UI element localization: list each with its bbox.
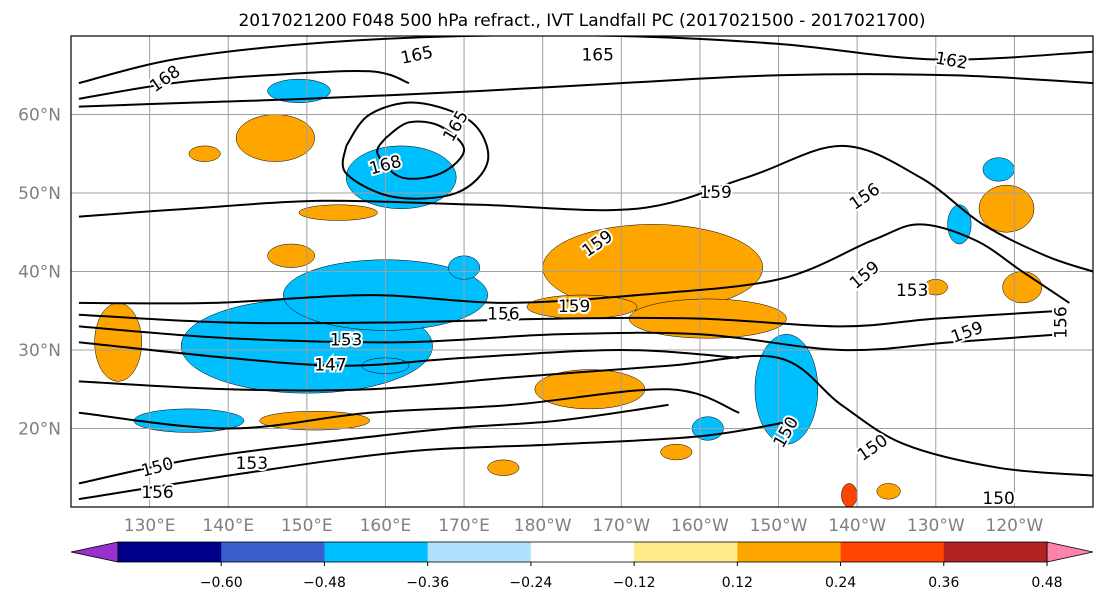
chart-title: 2017021200 F048 500 hPa refract., IVT La… — [238, 11, 925, 31]
contour-line-147-9 — [78, 341, 740, 367]
shaded-region-32 — [978, 184, 1035, 233]
contour-line-153-7 — [78, 309, 1062, 328]
contour-label-2: 162 — [934, 48, 969, 73]
map-frame — [70, 35, 1094, 508]
shaded-region-23 — [534, 369, 646, 410]
shaded-region-36 — [660, 443, 693, 461]
contour-line-159-5 — [78, 144, 1093, 273]
contour-label-12: 156 — [1052, 306, 1072, 338]
lat-tick-label-1: 50°N — [18, 184, 61, 204]
shaded-region-25 — [235, 114, 315, 162]
contour-label-6: 159 — [699, 183, 731, 203]
lon-tick-label-1: 140°E — [202, 516, 254, 536]
shaded-region-34 — [841, 483, 858, 507]
colorbar-tick-label-6: 0.24 — [825, 575, 856, 591]
lon-tick-label-0: 130°E — [124, 516, 176, 536]
colorbar-tick-label-5: 0.12 — [722, 575, 753, 591]
contour-line-153-11 — [78, 388, 740, 430]
lon-tick-label-9: 140°W — [828, 516, 886, 536]
colorbar-segment-4 — [427, 542, 532, 562]
contour-label-14: 159 — [558, 297, 590, 317]
contour-label-13: 156 — [487, 305, 519, 325]
contour-line-165-4 — [341, 101, 490, 200]
lon-tick-label-5: 180°W — [514, 516, 572, 536]
colorbar-frame — [117, 541, 1048, 563]
contour-line-150-8 — [78, 325, 1062, 352]
colorbar-tick-label-7: 0.36 — [928, 575, 959, 591]
shaded-region-13 — [754, 334, 819, 445]
lon-tick-label-2: 150°E — [281, 516, 333, 536]
contour-line-150-10 — [78, 354, 1093, 477]
shaded-region-16 — [947, 204, 972, 245]
lon-tick-label-7: 160°W — [671, 516, 729, 536]
shaded-region-26 — [94, 302, 143, 382]
shaded-region-28 — [298, 204, 378, 221]
colorbar-tick-label-0: −0.60 — [200, 575, 243, 591]
latitude-labels: 60°N 50°N 40°N 30°N 20°N — [18, 106, 61, 440]
graticule — [71, 36, 1093, 507]
lat-tick-label-0: 60°N — [18, 106, 61, 126]
contour-line-165-0 — [78, 36, 1093, 85]
colorbar-tick-label-4: −0.12 — [613, 575, 656, 591]
colorbar-segment-0 — [70, 541, 119, 563]
lat-tick-label-2: 40°N — [18, 263, 61, 283]
shaded-region-15 — [982, 157, 1015, 182]
contour-line-150-12 — [78, 403, 669, 485]
shaded-region-30 — [188, 145, 221, 162]
contour-label-1: 165 — [581, 46, 613, 66]
lat-tick-label-3: 30°N — [18, 341, 61, 361]
contour-label-21: 156 — [141, 483, 173, 503]
colorbar: −0.60 −0.48 −0.36 −0.24 −0.12 0.12 0.24 0.36 0.4… — [70, 541, 1094, 591]
longitude-labels: 130°E 140°E 150°E 160°E 170°E 180°W 170°W 160°W… — [124, 516, 1044, 536]
colorbar-segment-5 — [530, 542, 635, 562]
contour-line-156-13 — [78, 419, 795, 501]
shaded-region-8 — [267, 78, 331, 103]
shaded-region-35 — [876, 483, 901, 500]
contour-line-162-2 — [78, 73, 1093, 108]
contour-line-168-3 — [376, 120, 466, 180]
contour-label-16: 147 — [314, 356, 346, 376]
lon-tick-label-10: 130°W — [907, 516, 965, 536]
contour-label-15: 153 — [330, 331, 362, 351]
colorbar-segment-10 — [1046, 541, 1094, 563]
contour-label-10: 153 — [896, 281, 928, 301]
contour-label-22: 150 — [982, 489, 1014, 509]
colorbar-tick-label-2: −0.36 — [406, 575, 449, 591]
colorbar-tick-label-1: −0.48 — [303, 575, 346, 591]
colorbar-segment-1 — [118, 542, 222, 562]
contour-line-168-1 — [78, 70, 410, 100]
contour-line-156-6 — [78, 223, 1070, 305]
lon-tick-label-11: 120°W — [986, 516, 1044, 536]
colorbar-segment-6 — [634, 542, 738, 562]
shaded-region-29 — [267, 243, 315, 268]
lon-tick-label-6: 170°W — [592, 516, 650, 536]
lon-tick-label-8: 150°W — [750, 516, 808, 536]
colorbar-segment-9 — [943, 542, 1048, 562]
lon-tick-label-4: 170°E — [438, 516, 490, 536]
colorbar-tick-label-3: −0.24 — [509, 575, 552, 591]
shaded-region-33 — [1002, 271, 1043, 304]
colorbar-segment-2 — [221, 542, 325, 562]
contour-label-19: 153 — [236, 454, 268, 474]
colorbar-segment-3 — [324, 542, 429, 562]
lat-tick-label-4: 20°N — [18, 420, 61, 440]
shaded-region-37 — [487, 459, 520, 476]
colorbar-segment-8 — [840, 542, 945, 562]
refractivity-contours — [78, 36, 1093, 501]
colorbar-tick-label-8: 0.48 — [1031, 575, 1062, 591]
lon-tick-label-3: 160°E — [360, 516, 412, 536]
colorbar-segment-7 — [737, 542, 842, 562]
